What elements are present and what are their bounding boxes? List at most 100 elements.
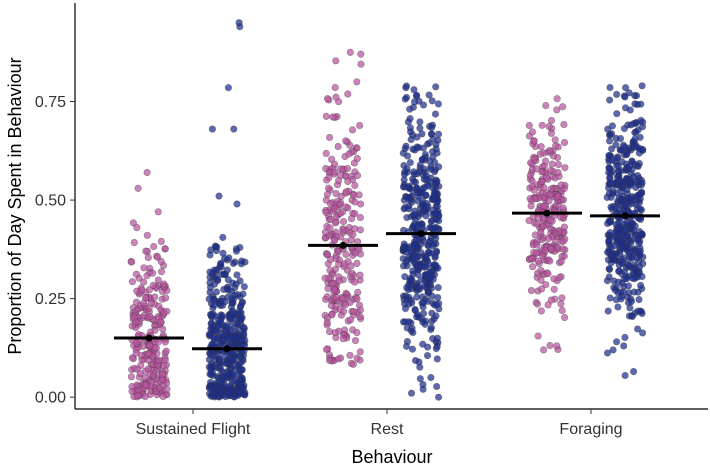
data-point: [348, 126, 357, 134]
data-point: [605, 96, 614, 104]
data-point: [229, 295, 238, 303]
data-point: [557, 181, 565, 189]
data-point: [630, 288, 638, 296]
data-point: [237, 309, 245, 317]
data-point: [407, 276, 415, 284]
data-point: [553, 106, 561, 114]
data-point: [553, 342, 561, 350]
data-point: [533, 165, 541, 173]
data-point: [618, 260, 627, 268]
data-point: [342, 172, 350, 180]
data-point: [617, 187, 626, 195]
data-point: [435, 393, 443, 401]
data-point: [635, 239, 643, 248]
data-point: [607, 145, 616, 153]
data-point: [548, 160, 556, 168]
data-point: [356, 121, 364, 130]
data-point: [415, 144, 423, 152]
data-point: [404, 152, 412, 160]
data-point: [409, 103, 418, 111]
data-point: [431, 252, 439, 260]
data-point: [536, 150, 544, 158]
data-point: [323, 95, 332, 103]
data-point: [402, 248, 410, 256]
data-point: [235, 378, 244, 386]
data-points: [127, 19, 647, 401]
data-point: [621, 84, 630, 92]
data-point: [133, 381, 141, 389]
data-point: [614, 303, 622, 311]
data-point: [327, 301, 335, 310]
data-point: [231, 258, 239, 266]
data-point: [240, 283, 248, 291]
data-point: [607, 130, 616, 138]
data-point: [351, 198, 359, 206]
data-point: [151, 326, 159, 334]
data-point: [420, 175, 428, 183]
data-point: [353, 78, 361, 86]
data-point: [331, 286, 339, 294]
data-point: [213, 243, 221, 251]
data-point: [335, 260, 343, 268]
data-point: [128, 278, 136, 286]
data-point: [638, 230, 646, 238]
data-point: [328, 311, 336, 319]
data-point: [627, 298, 636, 306]
data-point: [609, 190, 617, 198]
data-point: [621, 371, 629, 380]
data-point: [542, 173, 551, 182]
data-point: [347, 262, 355, 270]
data-point: [605, 245, 613, 253]
data-point: [557, 257, 565, 266]
data-point: [620, 342, 628, 350]
data-point: [408, 345, 417, 353]
data-point: [546, 146, 554, 155]
data-point: [356, 313, 364, 321]
y-tick-label: 0.25: [35, 291, 66, 308]
data-point: [557, 213, 565, 221]
data-point: [410, 170, 418, 178]
data-point: [130, 239, 138, 247]
data-point: [132, 270, 140, 278]
data-point: [154, 276, 162, 284]
data-point: [160, 280, 168, 288]
data-point: [431, 179, 439, 187]
data-point: [339, 218, 348, 226]
data-point: [133, 224, 141, 232]
data-point: [400, 196, 408, 204]
data-point: [546, 166, 555, 174]
data-point: [632, 119, 640, 127]
data-point: [635, 199, 644, 207]
data-point: [348, 269, 356, 278]
data-point: [405, 205, 413, 213]
data-point: [631, 91, 639, 100]
data-point: [613, 110, 621, 118]
data-point: [236, 387, 244, 395]
data-point: [413, 133, 421, 141]
data-point: [325, 174, 333, 182]
data-point: [550, 285, 558, 293]
data-point: [406, 159, 414, 167]
data-point: [413, 184, 421, 192]
data-point: [326, 266, 334, 274]
data-point: [624, 176, 632, 184]
data-point: [213, 275, 222, 283]
data-point: [636, 250, 644, 258]
data-point: [628, 194, 636, 202]
data-point: [205, 295, 213, 303]
data-point: [206, 370, 214, 378]
data-point: [419, 263, 427, 271]
data-point: [413, 313, 421, 321]
data-point: [231, 284, 239, 292]
data-point: [433, 355, 441, 363]
tick-labels: 0.00 0.25 0.50 0.75 Sustained Flight Rest Fora…: [35, 94, 623, 438]
data-point: [432, 140, 440, 149]
data-point: [159, 392, 167, 401]
data-point: [547, 116, 556, 125]
data-point: [559, 103, 567, 111]
data-point: [433, 382, 441, 391]
data-point: [540, 184, 548, 192]
data-point: [213, 266, 221, 274]
data-point: [417, 249, 425, 257]
data-point: [207, 246, 215, 254]
